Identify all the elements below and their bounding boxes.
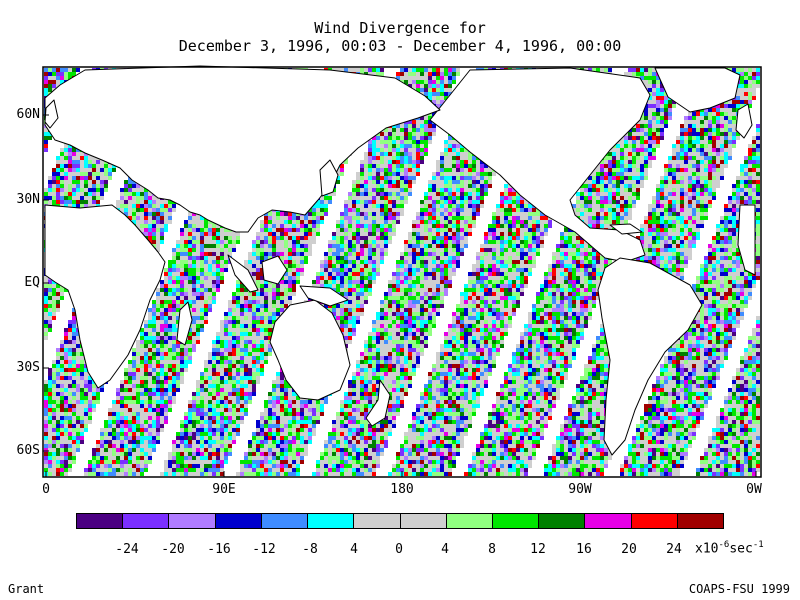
colorbar-units: x10-6sec-1: [695, 540, 764, 557]
island-sumatra: [227, 254, 259, 293]
colorbar-segment: [354, 514, 401, 528]
continent-eurasia: [44, 65, 441, 233]
colorbar-segment: [492, 514, 540, 528]
continent-greenland: [654, 67, 741, 113]
colorbar-tick-label: -12: [252, 542, 276, 557]
lat-label-30s: 30S: [16, 360, 40, 375]
colorbar-tick-label: 4: [441, 542, 449, 557]
colorbar-segment: [631, 514, 678, 528]
colorbar-segment: [261, 514, 309, 528]
continent-africa-west-edge: [737, 204, 756, 276]
island-cuba: [609, 223, 643, 235]
lat-label-60n: 60N: [16, 107, 40, 122]
lon-label-90w: 90W: [568, 482, 592, 497]
island-british-isles: [735, 103, 753, 139]
colorbar-tick-label: 20: [621, 542, 637, 557]
island-borneo: [261, 255, 288, 285]
colorbar-tick-label: 8: [488, 542, 496, 557]
colorbar-segment: [585, 514, 632, 528]
island-new-zealand: [365, 379, 391, 427]
continents-layer: [44, 65, 756, 456]
chart-title: Wind Divergence for: [314, 19, 486, 37]
colorbar-tick-label: -20: [161, 542, 185, 557]
axis-ticks: [43, 114, 757, 477]
island-japan: [319, 159, 339, 197]
island-new-guinea: [299, 285, 349, 307]
lon-label-0w: 0W: [746, 482, 762, 497]
colorbar-tick-label: 4: [350, 542, 358, 557]
colorbar-segment: [215, 514, 262, 528]
lat-label-eq: EQ: [24, 275, 40, 290]
colorbar-segment: [123, 514, 170, 528]
colorbar-tick-label: 12: [530, 542, 546, 557]
lon-label-180: 180: [390, 482, 414, 497]
colorbar-tick-label: 0: [395, 542, 403, 557]
continent-africa: [44, 204, 166, 389]
island-madagascar: [176, 301, 193, 346]
chart-subtitle-date-range: December 3, 1996, 00:03 - December 4, 19…: [178, 37, 622, 55]
colorbar-tick-label: -8: [302, 542, 318, 557]
colorbar-tick-label: -16: [207, 542, 231, 557]
author-credit: Grant: [8, 582, 45, 596]
colorbar-segment: [308, 514, 355, 528]
colorbar-segment: [446, 514, 493, 528]
colorbar-segment: [169, 514, 216, 528]
colorbar-segment: [77, 514, 124, 528]
organization-credit: COAPS-FSU 1999: [688, 582, 790, 596]
colorbar-tick-label: 24: [666, 542, 682, 557]
colorbar-segment: [677, 514, 724, 528]
continent-south-america: [597, 257, 703, 456]
colorbar-segment: [400, 514, 447, 528]
lon-label-0: 0: [42, 482, 50, 497]
island-uk-left: [44, 99, 59, 129]
colorbar-tick-label: 16: [576, 542, 592, 557]
colorbar: [76, 513, 724, 529]
colorbar-segment: [539, 514, 586, 528]
lon-label-90e: 90E: [212, 482, 236, 497]
lat-label-30n: 30N: [16, 192, 40, 207]
lat-label-60s: 60S: [16, 443, 40, 458]
colorbar-tick-label: -24: [115, 542, 139, 557]
